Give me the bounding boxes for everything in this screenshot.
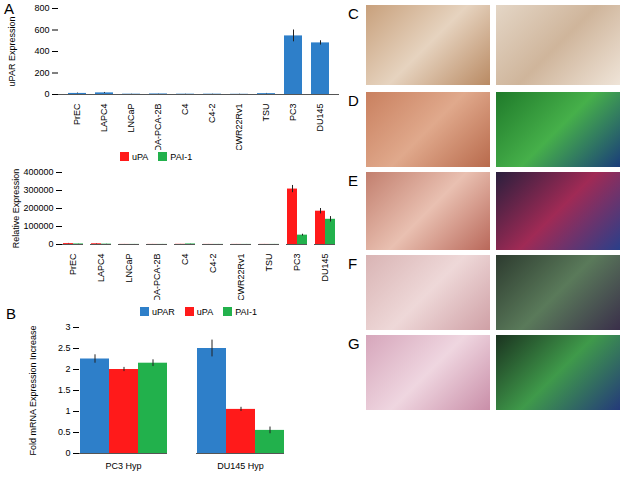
svg-text:800: 800 (34, 3, 49, 13)
svg-text:PC3: PC3 (292, 254, 302, 272)
html-text:uPA: uPA (196, 307, 214, 317)
svg-text:LAPC4: LAPC4 (96, 254, 106, 283)
svg-text:3: 3 (65, 322, 70, 332)
svg-text:MDA-PCA-2B: MDA-PCA-2B (152, 254, 162, 301)
svg-text:DU145 Hyp: DU145 Hyp (217, 461, 264, 471)
svg-text:MDA-PCA-2B: MDA-PCA-2B (153, 104, 163, 151)
svg-text:0: 0 (48, 239, 53, 249)
svg-text:200000: 200000 (23, 203, 53, 213)
svg-text:300000: 300000 (23, 185, 53, 195)
html-text:C: C (348, 5, 359, 22)
html-text:E: E (348, 172, 358, 189)
svg-text:LNCaP: LNCaP (124, 254, 134, 283)
svg-text:0: 0 (65, 448, 70, 458)
html-text:uPA: uPA (132, 152, 149, 162)
svg-text:CWR22Rv1: CWR22Rv1 (234, 104, 244, 151)
svg-text:DU145: DU145 (320, 254, 330, 282)
svg-text:2: 2 (65, 364, 70, 374)
svg-text:C4-2: C4-2 (208, 254, 218, 274)
svg-text:PC3: PC3 (288, 104, 298, 122)
html-text:G: G (348, 335, 360, 352)
html-text:B: B (6, 305, 16, 322)
svg-text:Fold mRNA Expression Increase: Fold mRNA Expression Increase (28, 325, 38, 455)
svg-text:0: 0 (44, 89, 49, 99)
svg-text:2.5: 2.5 (58, 343, 71, 353)
svg-text:400: 400 (34, 46, 49, 56)
svg-text:100000: 100000 (23, 221, 53, 231)
html-text:F: F (348, 255, 358, 272)
html-text:PAI-1: PAI-1 (170, 152, 193, 162)
svg-text:TSU: TSU (264, 254, 274, 272)
svg-text:LAPC4: LAPC4 (99, 104, 109, 133)
svg-text:600: 600 (34, 25, 49, 35)
svg-text:200: 200 (34, 68, 49, 78)
svg-text:1.5: 1.5 (58, 385, 71, 395)
svg-text:uPAR Expression: uPAR Expression (7, 17, 17, 87)
svg-text:CWR22Rv1: CWR22Rv1 (236, 254, 246, 301)
svg-text:PrEC: PrEC (68, 253, 78, 275)
svg-text:400000: 400000 (23, 167, 53, 177)
svg-text:C4: C4 (180, 254, 190, 266)
html-text:D: D (348, 92, 359, 109)
html-text:A: A (4, 0, 14, 17)
svg-text:PC3 Hyp: PC3 Hyp (105, 461, 141, 471)
svg-text:Relative Expression: Relative Expression (11, 169, 21, 249)
svg-text:0.5: 0.5 (58, 427, 71, 437)
svg-text:1: 1 (65, 406, 70, 416)
svg-text:LNCaP: LNCaP (126, 104, 136, 133)
svg-text:C4-2: C4-2 (207, 104, 217, 124)
html-text:PAI-1: PAI-1 (235, 307, 257, 317)
svg-text:PrEC: PrEC (72, 103, 82, 125)
svg-text:C4: C4 (180, 104, 190, 116)
svg-text:DU145: DU145 (315, 104, 325, 132)
svg-text:TSU: TSU (261, 104, 271, 122)
html-text:uPAR: uPAR (152, 307, 175, 317)
